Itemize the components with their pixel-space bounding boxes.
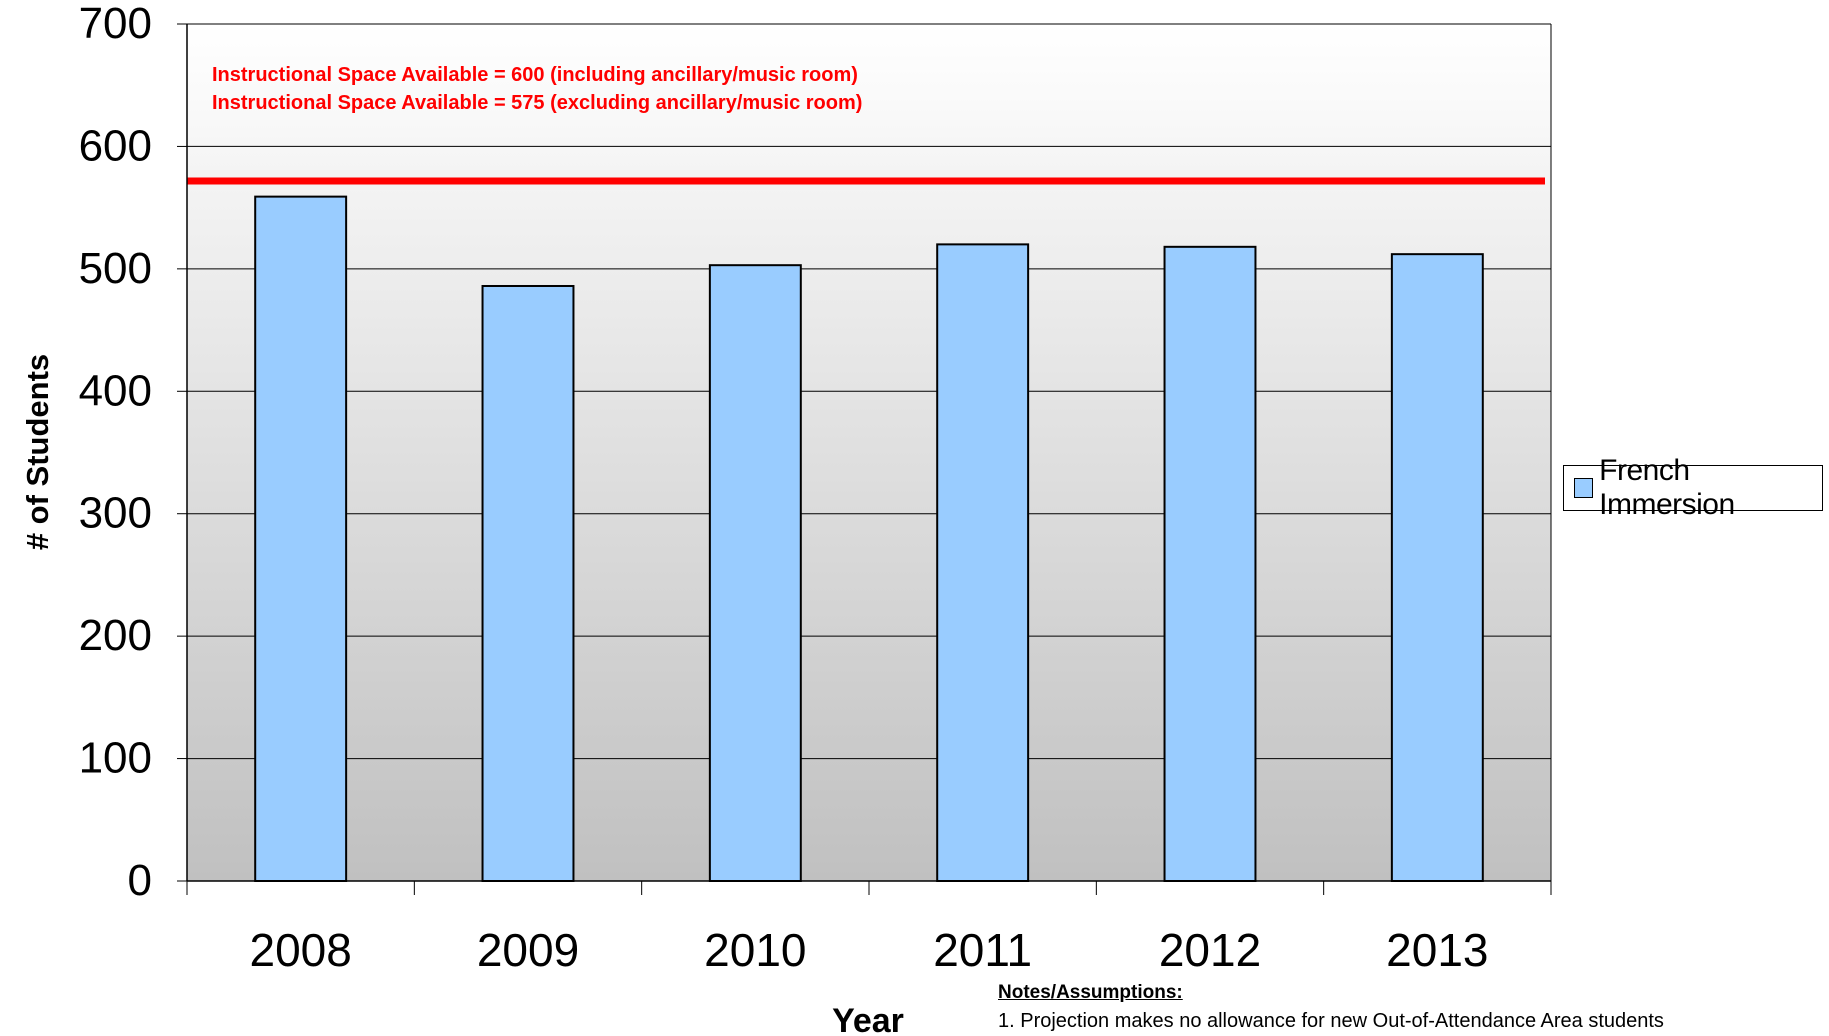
legend-swatch <box>1574 478 1594 498</box>
bar-2013 <box>1390 253 1484 882</box>
x-tick-labels: 2008 2009 2010 2011 2012 2013 <box>249 924 1488 976</box>
legend-label-french-immersion: French Immersion <box>1599 454 1735 521</box>
y-axis-label: # of Students <box>20 354 55 550</box>
x-tick-label: 2008 <box>249 924 351 976</box>
y-tick-labels: 0 100 200 300 400 500 600 700 <box>79 0 152 905</box>
x-axis-label: Year <box>832 1002 904 1036</box>
x-tick-label: 2010 <box>704 924 806 976</box>
axes <box>177 23 1552 895</box>
y-tick-label: 700 <box>79 0 152 48</box>
y-tick-label: 600 <box>79 121 152 170</box>
y-tick-label: 400 <box>79 366 152 415</box>
notes: Notes/Assumptions: 1. Projection makes n… <box>998 982 1664 1033</box>
y-tick-label: 100 <box>79 734 152 783</box>
legend: French Immersion <box>1563 454 1823 521</box>
y-tick-label: 200 <box>79 611 152 660</box>
bar-2009 <box>481 284 575 882</box>
x-tick-label: 2013 <box>1386 924 1488 976</box>
plot-area <box>187 24 1551 881</box>
bar-2010 <box>708 264 802 883</box>
bar-2008 <box>254 195 348 883</box>
bar-2011 <box>936 243 1030 883</box>
annotation-line-1: Instructional Space Available = 600 (inc… <box>212 64 858 86</box>
bars <box>254 195 1484 883</box>
x-tick-label: 2011 <box>933 924 1032 976</box>
annotation-line-2: Instructional Space Available = 575 (exc… <box>212 92 862 114</box>
y-tick-label: 500 <box>79 244 152 293</box>
y-tick-label: 300 <box>79 489 152 538</box>
x-tick-label: 2009 <box>477 924 579 976</box>
bar-2012 <box>1163 245 1257 882</box>
notes-item: 1. Projection makes no allowance for new… <box>998 1010 1664 1032</box>
y-tick-label: 0 <box>128 856 152 905</box>
notes-title: Notes/Assumptions: <box>998 982 1183 1003</box>
x-tick-label: 2012 <box>1159 924 1261 976</box>
